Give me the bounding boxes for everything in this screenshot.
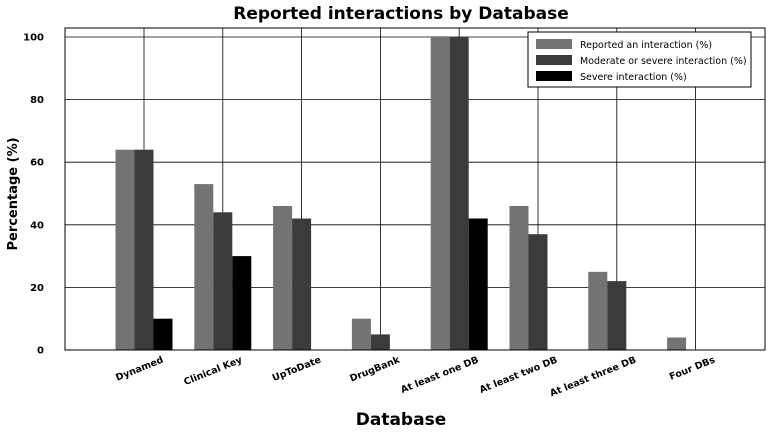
plot-frame (64, 27, 766, 351)
bar-dynamed-series-1 (115, 149, 135, 350)
x-axis-label: Database (356, 410, 446, 430)
bar-clinical-key-series-2 (213, 212, 233, 350)
y-tick-label: 100 (23, 33, 44, 44)
x-tick-label: Dynamed (114, 355, 165, 384)
chart-title: Reported interactions by Database (233, 4, 569, 24)
bar-dynamed-series-3 (153, 318, 173, 350)
bar-at-least-two-db-series-1 (509, 206, 529, 350)
x-tick-label: Clinical Key (182, 354, 244, 388)
legend-label: Severe interaction (%) (580, 72, 687, 83)
bar-clinical-key-series-1 (194, 184, 214, 350)
y-tick-label: 40 (30, 220, 44, 231)
bar-uptodate-series-1 (273, 206, 293, 350)
bar-four-dbs-series-1 (667, 337, 687, 350)
y-tick-label: 0 (37, 346, 44, 357)
legend-label: Reported an interaction (%) (580, 40, 712, 51)
bar-series-group (115, 37, 687, 351)
bar-dynamed-series-2 (134, 149, 154, 350)
x-tick-label: DrugBank (348, 354, 402, 384)
bar-at-least-three-db-series-1 (588, 271, 608, 351)
x-tick-label: At least three DB (548, 355, 638, 400)
y-tick-label: 80 (30, 95, 44, 106)
y-axis-ticks: 0 20 40 60 80 100 (23, 33, 44, 357)
bar-at-least-one-db-series-2 (449, 37, 469, 350)
bar-drugbank-series-1 (351, 318, 371, 350)
legend-swatch (536, 55, 572, 65)
y-tick-label: 60 (30, 158, 44, 169)
bar-at-least-one-db-series-1 (430, 37, 450, 350)
y-tick-label: 20 (30, 283, 44, 294)
x-tick-label: Four DBs (668, 354, 717, 382)
legend: Reported an interaction (%) Moderate or s… (527, 31, 752, 88)
x-tick-label: At least one DB (399, 355, 480, 396)
legend-swatch (536, 39, 572, 49)
legend-label: Moderate or severe interaction (%) (580, 56, 747, 67)
bar-drugbank-series-2 (370, 334, 390, 350)
bar-at-least-two-db-series-2 (528, 234, 548, 350)
x-tick-label: At least two DB (478, 355, 559, 396)
bar-clinical-key-series-3 (232, 256, 252, 350)
x-tick-label: UpToDate (271, 355, 323, 385)
y-axis-label: Percentage (%) (6, 137, 21, 250)
bar-at-least-one-db-series-3 (468, 218, 488, 350)
legend-swatch (536, 71, 572, 81)
bar-uptodate-series-2 (292, 218, 312, 350)
bar-at-least-three-db-series-2 (607, 281, 627, 350)
